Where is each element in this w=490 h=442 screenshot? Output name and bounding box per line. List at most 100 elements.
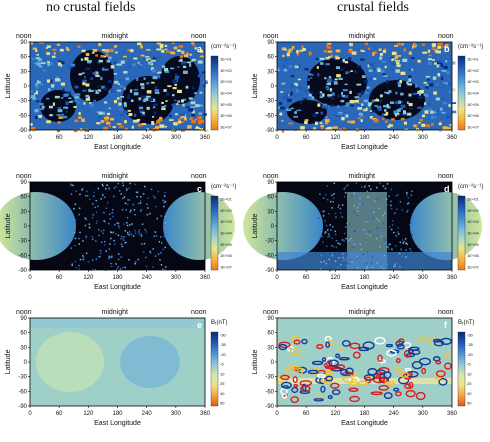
panel-c-flux-cell <box>109 243 111 245</box>
top-label-noon: noon <box>191 309 207 316</box>
panel-a-flux-cell <box>66 91 71 95</box>
panel-c-flux-cell <box>74 244 76 247</box>
panel-c-flux-cell <box>163 225 165 227</box>
x-tick-label: 300 <box>418 275 429 281</box>
panel-b-flux-cell <box>387 125 391 128</box>
y-tick-label: -90 <box>18 404 27 410</box>
panel-c-flux-cell <box>73 231 76 234</box>
panel-a-flux-cell <box>67 65 72 70</box>
panel-b-flux-cell <box>415 84 418 88</box>
panel-c-flux-cell <box>130 209 132 212</box>
panel-d-flux-cell <box>384 230 387 233</box>
panel-b-flux-cell <box>294 82 298 86</box>
panel-b-flux-cell <box>377 69 381 73</box>
panel-c-flux-cell <box>138 231 140 233</box>
panel-d-flux-cell <box>370 188 372 190</box>
panel-b-flux-cell <box>338 77 343 80</box>
panel-f-field-anomaly <box>404 368 412 372</box>
panel-d-flux-cell <box>331 252 334 255</box>
panel-a-flux-cell <box>164 48 168 51</box>
panel-b-flux-cell <box>379 99 383 103</box>
x-tick-label: 0 <box>275 135 279 141</box>
panel-d-flux-cell <box>377 265 379 267</box>
panel-c-flux-cell <box>88 198 91 201</box>
panel-c-flux-cell <box>134 229 137 232</box>
panel-b-flux-cell <box>304 120 308 125</box>
panel-d-flux-cell <box>380 266 383 269</box>
panel-a-flux-cell <box>33 61 39 65</box>
panel-c-flux-cell <box>70 219 73 221</box>
panel-a-flux-cell <box>165 50 170 53</box>
panel-a-flux-cell <box>181 50 185 55</box>
panel-a-flux-cell <box>103 126 108 131</box>
panel-c-flux-cell <box>97 255 100 258</box>
panel-a-flux-cell <box>139 99 144 102</box>
panel-b-flux-cell <box>354 70 357 74</box>
panel-b-flux-cell <box>364 79 368 83</box>
panel-a-flux-cell <box>50 62 53 65</box>
panel-b-flux-cell <box>300 126 305 130</box>
panel-d-flux-cell <box>333 245 335 248</box>
panel-a-flux-cell <box>50 79 53 83</box>
panel-d-flux-cell <box>399 266 402 268</box>
panel-d-flux-cell <box>378 245 381 248</box>
panel-d-flux-cell <box>383 268 385 270</box>
panel-b-flux-cell <box>451 102 457 105</box>
panel-a-flux-cell <box>123 110 128 114</box>
panel-a-flux-cell <box>82 79 87 83</box>
panel-c-flux-cell <box>81 188 84 190</box>
panel-a-flux-cell <box>59 63 63 67</box>
panel-f-field-anomaly <box>357 380 368 386</box>
panel-b-flux-cell <box>421 123 426 127</box>
panel-a-flux-cell <box>138 105 143 108</box>
panel-a-flux-cell <box>36 79 39 83</box>
panel-c-flux-cell <box>157 190 159 193</box>
panel-b-flux-cell <box>372 67 376 71</box>
panel-a-flux-cell <box>178 59 183 62</box>
panel-a-flux-cell <box>161 105 166 109</box>
panel-f-field-anomaly <box>338 356 350 361</box>
panel-b-flux-cell <box>390 57 394 59</box>
colorbar-tick-label: 1E+01 <box>220 197 232 202</box>
panel-a-flux-cell <box>178 45 184 48</box>
panel-c-flux-cell <box>112 208 114 211</box>
panel-c-flux-cell <box>137 202 140 205</box>
panel-d-flux-cell <box>368 203 371 205</box>
panel-d-flux-cell <box>331 194 333 197</box>
panel-d-flux-cell <box>399 241 402 244</box>
panel-a-flux-cell <box>146 106 150 110</box>
panel-d-flux-cell <box>371 266 374 268</box>
panel-d-flux-cell <box>388 248 390 250</box>
panel-d-flux-cell <box>386 246 389 248</box>
colorbar-b <box>457 55 466 131</box>
panel-a-flux-cell <box>58 77 63 81</box>
panel-b-flux-cell <box>327 50 333 53</box>
y-tick-label: -90 <box>18 128 27 134</box>
panel-b-flux-cell <box>283 48 287 51</box>
panel-c-flux-cell <box>154 255 157 257</box>
panel-d-flux-cell <box>354 250 356 253</box>
panel-a-flux-cell <box>137 124 143 127</box>
panel-d-flux-cell <box>406 192 408 194</box>
panel-a-flux-cell <box>65 109 69 113</box>
panel-b-flux-cell <box>408 102 413 107</box>
panel-b-flux-cell <box>390 62 396 66</box>
panel-d-flux-cell <box>334 233 337 236</box>
panel-a-flux-cell <box>137 61 141 64</box>
panel-a-flux-cell <box>100 111 105 115</box>
panel-d-flux-cell <box>411 190 413 193</box>
panel-d-flux-cell <box>323 260 325 263</box>
panel-b-flux-cell <box>383 75 388 77</box>
panel-d-flux-cell <box>386 257 388 259</box>
panel-b-flux-cell <box>334 78 338 81</box>
panel-a-flux-cell <box>180 129 186 132</box>
panel-b-flux-cell <box>319 91 323 94</box>
panel-b-flux-cell <box>440 76 444 80</box>
panel-b-flux-cell <box>397 112 401 116</box>
panel-a-flux-cell <box>81 49 86 53</box>
panel-c-flux-cell <box>84 217 86 219</box>
panel-b-flux-cell <box>357 117 361 120</box>
panel-b-flux-cell <box>340 68 344 71</box>
panel-a-flux-cell <box>34 115 38 119</box>
panel-b-flux-cell <box>440 63 444 67</box>
